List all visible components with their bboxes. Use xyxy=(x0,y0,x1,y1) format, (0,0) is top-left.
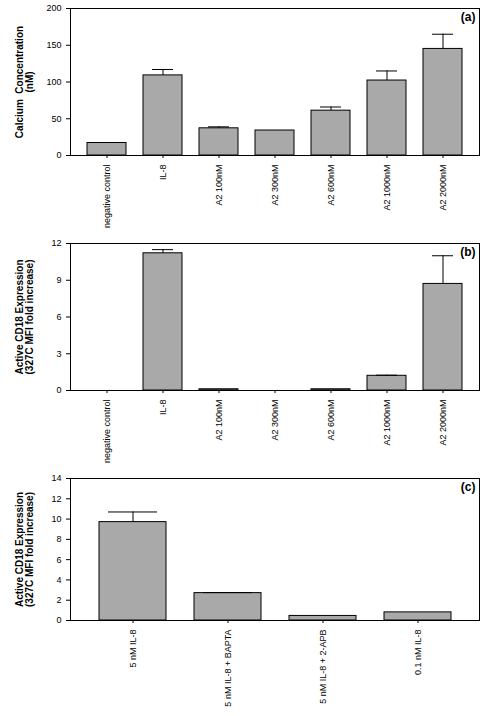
svg-text:10: 10 xyxy=(51,514,61,524)
svg-text:12: 12 xyxy=(51,238,61,248)
svg-text:(c): (c) xyxy=(461,480,476,494)
svg-text:14: 14 xyxy=(51,473,61,483)
svg-text:9: 9 xyxy=(56,275,61,285)
svg-text:A2 1000nM: A2 1000nM xyxy=(382,400,392,446)
svg-text:(a): (a) xyxy=(461,10,476,24)
svg-text:Calcium Concentration(nM): Calcium Concentration(nM) xyxy=(14,26,35,138)
svg-text:Active CD18 Expression(327C MF: Active CD18 Expression(327C MFI fold inc… xyxy=(14,259,35,374)
svg-text:0: 0 xyxy=(56,615,61,625)
svg-text:IL-8: IL-8 xyxy=(158,400,168,416)
svg-text:50: 50 xyxy=(51,114,61,124)
svg-text:A2 300nM: A2 300nM xyxy=(270,165,280,206)
svg-text:5 nM IL-8 + 2-APB: 5 nM IL-8 + 2-APB xyxy=(318,630,328,704)
svg-text:IL-8: IL-8 xyxy=(158,165,168,181)
svg-text:A2 600nM: A2 600nM xyxy=(326,165,336,206)
svg-text:100: 100 xyxy=(46,77,61,87)
svg-text:A2 300nM: A2 300nM xyxy=(270,400,280,441)
svg-text:A2 100nM: A2 100nM xyxy=(214,400,224,441)
svg-text:6: 6 xyxy=(56,312,61,322)
svg-text:(b): (b) xyxy=(460,245,475,259)
svg-text:2: 2 xyxy=(56,595,61,605)
svg-text:150: 150 xyxy=(46,40,61,50)
svg-text:3: 3 xyxy=(56,349,61,359)
svg-text:A2 2000nM: A2 2000nM xyxy=(438,165,448,211)
svg-text:4: 4 xyxy=(56,575,61,585)
svg-text:6: 6 xyxy=(56,555,61,565)
svg-text:5 nM IL-8 + BAPTA: 5 nM IL-8 + BAPTA xyxy=(223,630,233,707)
svg-text:0: 0 xyxy=(56,385,61,395)
svg-text:negative control: negative control xyxy=(102,400,112,464)
svg-text:A2 600nM: A2 600nM xyxy=(326,400,336,441)
svg-text:Active CD18 Expression(327C MF: Active CD18 Expression(327C MFI fold inc… xyxy=(14,492,35,607)
svg-text:negative control: negative control xyxy=(102,165,112,229)
svg-text:A2 100nM: A2 100nM xyxy=(214,165,224,206)
svg-text:12: 12 xyxy=(51,494,61,504)
svg-text:A2 2000nM: A2 2000nM xyxy=(438,400,448,446)
svg-text:0: 0 xyxy=(56,150,61,160)
svg-text:8: 8 xyxy=(56,534,61,544)
svg-text:A2 1000nM: A2 1000nM xyxy=(382,165,392,211)
svg-text:0.1 nM IL-8: 0.1 nM IL-8 xyxy=(413,630,423,676)
svg-text:200: 200 xyxy=(46,3,61,13)
svg-text:5 nM IL-8: 5 nM IL-8 xyxy=(128,630,138,668)
